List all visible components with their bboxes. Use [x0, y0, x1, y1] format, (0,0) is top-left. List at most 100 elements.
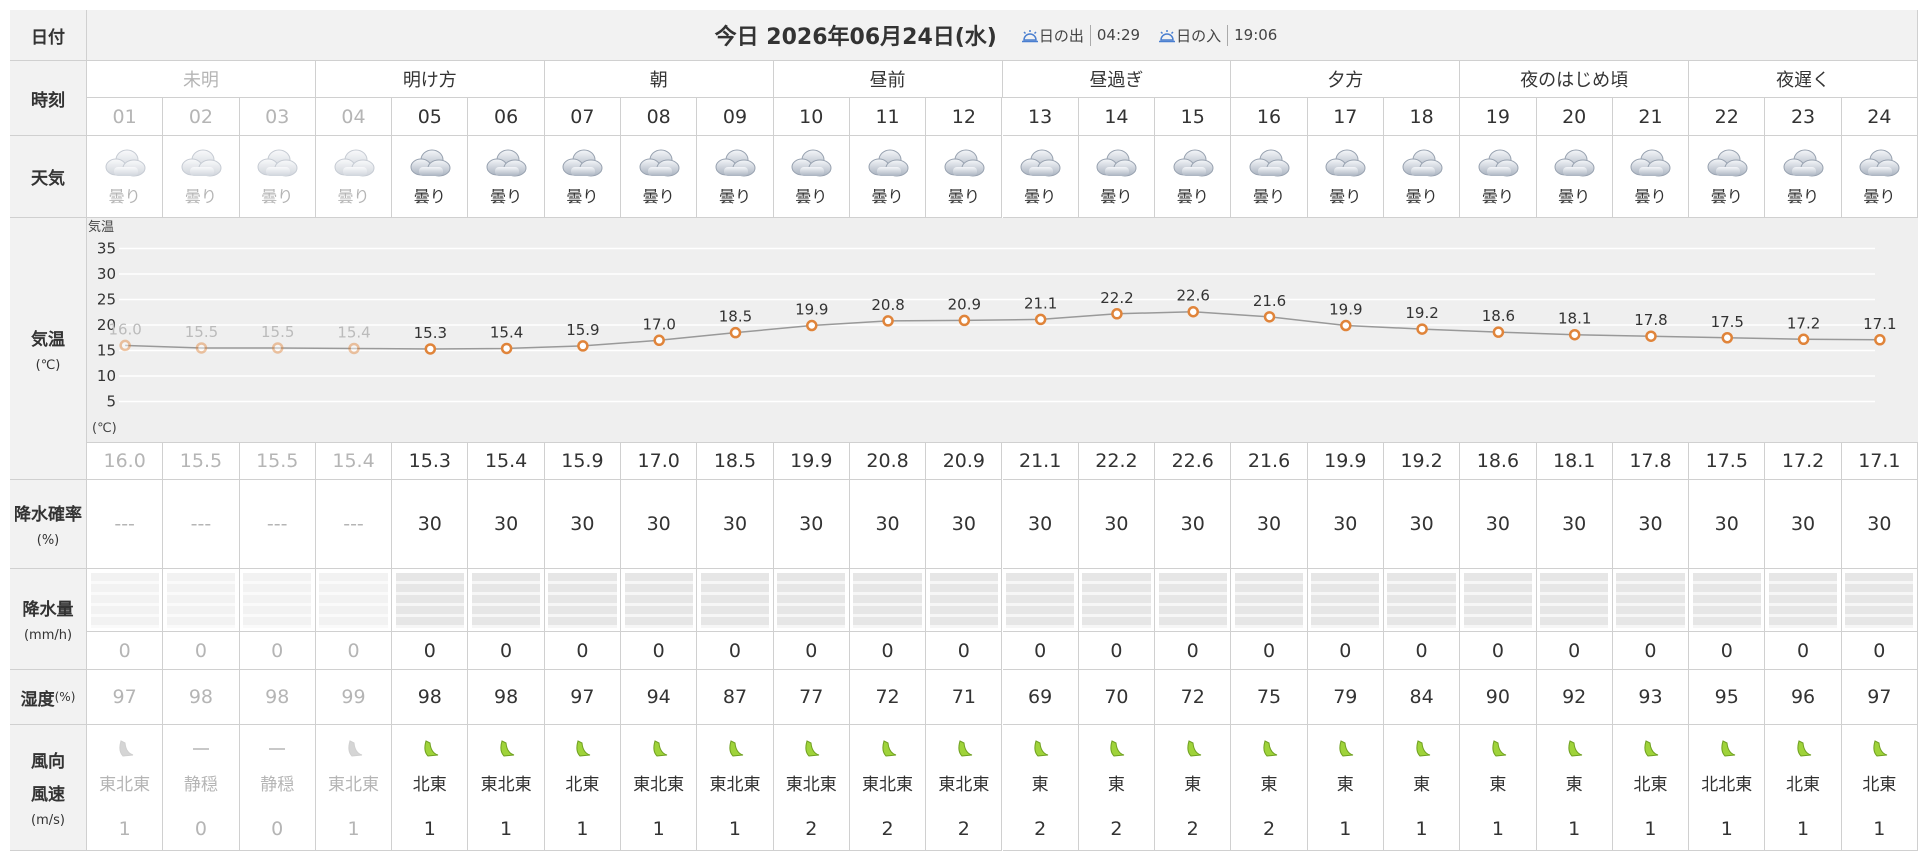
- precip-bar-cell: [1307, 569, 1384, 632]
- cloud-glyph: [1554, 149, 1595, 176]
- cloud-glyph: [868, 149, 909, 176]
- weather-cell: 曇り: [697, 136, 774, 218]
- temperature-value: 18.1: [1536, 443, 1613, 480]
- wind-speed: 1: [544, 808, 622, 851]
- sun-label: 日の出: [1039, 24, 1091, 46]
- weather-text: 曇り: [795, 186, 828, 206]
- wind-direction-cell: 東: [1537, 725, 1613, 808]
- temperature-point: [653, 334, 665, 347]
- wind-unit: (m/s): [31, 813, 65, 828]
- hour: 13: [1002, 98, 1079, 136]
- temperature-point: [348, 342, 360, 355]
- wind-speed: 2: [773, 808, 850, 851]
- hour: 17: [1307, 98, 1384, 136]
- wind-glyph: [1263, 740, 1278, 757]
- temperature-point: [1416, 323, 1428, 335]
- hour: 19: [1460, 98, 1537, 136]
- precip-amount: 0: [621, 632, 698, 670]
- weather-text: 曇り: [184, 186, 217, 206]
- precip-probability: 30: [468, 480, 545, 569]
- weather-cell: 曇り: [544, 136, 622, 218]
- wind-direction: 東: [1184, 775, 1202, 795]
- humidity-title: 湿度: [20, 689, 55, 710]
- precip-amount: 0: [1460, 632, 1537, 670]
- cloud-icon: [712, 147, 758, 181]
- y-tick-label: 15: [97, 342, 116, 360]
- wind-icon: [266, 738, 288, 760]
- wind-glyph: [424, 740, 438, 757]
- wind-direction: 東北東: [633, 775, 685, 795]
- humidity: 90: [1460, 670, 1537, 725]
- humidity: 98: [163, 670, 240, 725]
- wind-direction: 東: [1107, 775, 1125, 795]
- precip-bar-bg: [1845, 572, 1914, 628]
- hour: 24: [1841, 98, 1918, 136]
- temperature-value: 20.8: [849, 443, 927, 480]
- weather-label: 天気: [10, 136, 87, 218]
- wind-glyph: [119, 740, 133, 757]
- cloud-icon: [1017, 147, 1063, 181]
- wind-icon: [1868, 738, 1890, 760]
- wind-glyph: [1797, 740, 1812, 757]
- cloud-icon: [1551, 147, 1597, 181]
- humidity: 77: [773, 670, 850, 725]
- wind-direction: 東: [1260, 775, 1278, 795]
- temperature-value: 19.2: [1383, 443, 1461, 480]
- temperature-data-label: 17.8: [1634, 311, 1667, 329]
- precip-bar-cell: [697, 569, 774, 632]
- temperature-data-label: 15.9: [566, 321, 599, 339]
- wind-direction-cell: 東: [1003, 725, 1079, 808]
- weather-text: 曇り: [1558, 186, 1591, 206]
- wind-direction: 東北東: [938, 775, 990, 795]
- cloud-icon: [865, 147, 911, 181]
- weather-cell: 曇り: [468, 136, 545, 218]
- wind-direction: 北東: [1862, 775, 1897, 795]
- temperature-point: [1797, 333, 1810, 346]
- temperature-data-label: 17.1: [1863, 315, 1896, 333]
- cloud-glyph: [1707, 149, 1748, 176]
- weather-text: 曇り: [490, 186, 523, 206]
- wind-direction: 東北東: [709, 775, 761, 795]
- temperature-data-label: 22.6: [1177, 287, 1210, 305]
- precip-probability: ---: [87, 480, 164, 569]
- weather-text: 曇り: [1481, 186, 1514, 206]
- wind-icon: [1411, 738, 1433, 760]
- temperature-value: 15.3: [392, 443, 469, 480]
- wind-direction-cell: 北東: [1842, 725, 1918, 808]
- humidity: 71: [926, 670, 1003, 725]
- precip-bar-cell: [392, 569, 469, 632]
- cloud-icon: [1627, 147, 1673, 181]
- hour: 07: [544, 98, 622, 136]
- temperature-value: 21.6: [1231, 443, 1308, 480]
- precip-probability: 30: [1307, 480, 1384, 569]
- wind-speed: 1: [621, 808, 698, 851]
- cloud-icon: [1093, 147, 1139, 181]
- wind-speed: 1: [315, 808, 393, 851]
- weather-text: 曇り: [1863, 186, 1896, 206]
- wind-speed: 1: [468, 808, 545, 851]
- precip-bar-cell: [621, 569, 698, 632]
- wind-direction: 東北東: [862, 775, 914, 795]
- temperature-data-label: 22.2: [1100, 289, 1133, 307]
- cloud-glyph: [1478, 149, 1519, 176]
- temperature-chart: 気温 (℃) 5 10 15 20 25 30 35 16.0 15.5 15.5 15.4 15.3 15…: [88, 219, 1897, 436]
- cloud-glyph: [334, 149, 375, 176]
- hour: 15: [1155, 98, 1232, 136]
- weather-cell: 曇り: [1231, 136, 1308, 218]
- wind-icon: [648, 738, 670, 760]
- wind-direction-cell: 東北東: [850, 725, 927, 808]
- humidity: 97: [87, 670, 164, 725]
- precip-probability: 30: [1155, 480, 1232, 569]
- precip-probability: 30: [1536, 480, 1613, 569]
- header-bar: 今日 2026年06月24日(水) 日の出 04:29 日の入 19:06: [87, 10, 1918, 61]
- wind-icon: [1258, 738, 1280, 760]
- precip-probability: ---: [163, 480, 240, 569]
- wind-direction: 北東: [412, 775, 447, 795]
- wind-icon: [724, 738, 746, 760]
- precip-amount: 0: [1231, 632, 1308, 670]
- precip-bar-cell: [315, 569, 393, 632]
- weather-text: 曇り: [1710, 186, 1743, 206]
- cloud-glyph: [1402, 149, 1443, 176]
- precip-bar-cell: [1765, 569, 1842, 632]
- cloud-glyph: [715, 149, 756, 176]
